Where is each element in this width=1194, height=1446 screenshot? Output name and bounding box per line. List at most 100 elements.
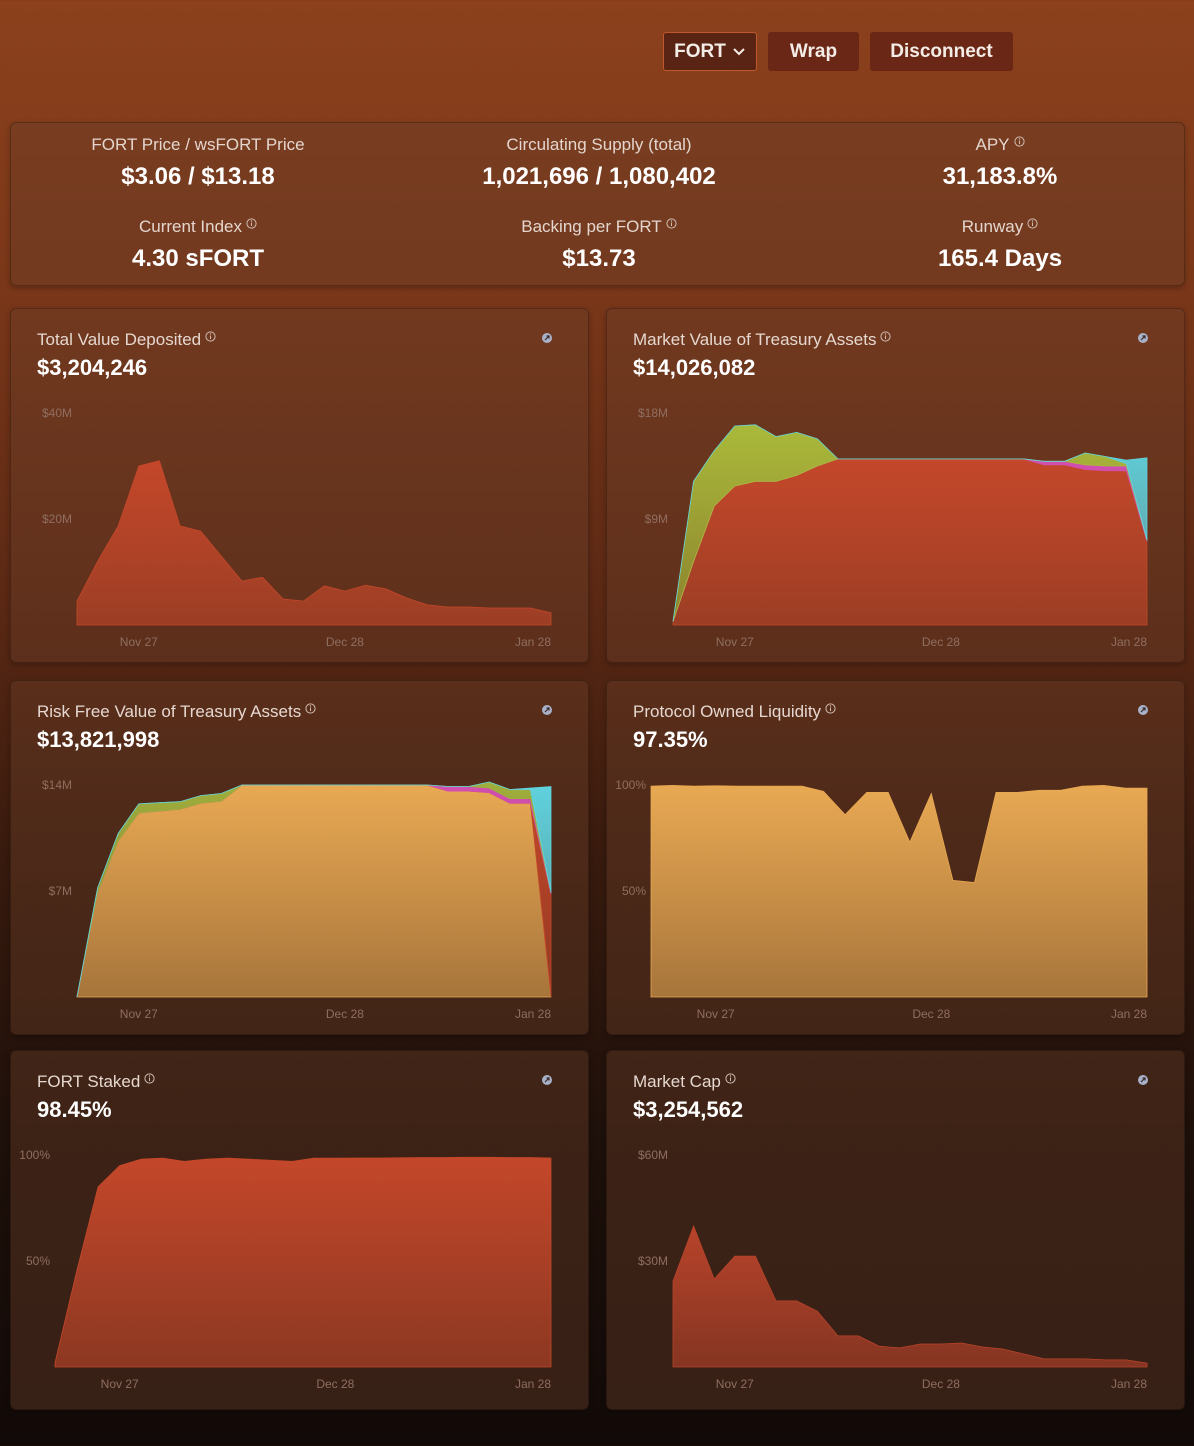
info-circle — [1027, 218, 1038, 229]
info-circle — [880, 331, 892, 342]
info-dot — [209, 333, 212, 335]
y-tick-label: $60M — [638, 1148, 668, 1162]
info-circle — [205, 331, 216, 342]
area — [650, 784, 1148, 998]
x-tick-label: Dec 28 — [326, 1007, 364, 1021]
chart-value: $3,204,246 — [37, 355, 148, 380]
stat-value: 31,183.8% — [942, 163, 1058, 190]
info-icon — [666, 218, 677, 229]
chart-card: $9M $18M Nov 27 Dec 28 Jan 28 Market Value of… — [606, 308, 1185, 663]
info-circle — [246, 218, 257, 229]
chart-plot: $7M $14M Nov 27 Dec 28 Jan 28 — [42, 778, 552, 1021]
info-circle — [305, 703, 316, 714]
chart-card: 50% 100% Nov 27 Dec 28 Jan 28 FORT Staked 98.4… — [10, 1050, 589, 1410]
expand-arrow — [544, 1077, 550, 1083]
token-label: FORT — [674, 40, 726, 62]
chart-value: $13,821,998 — [37, 727, 160, 752]
info-dot — [149, 1075, 151, 1077]
info-icon — [725, 1073, 736, 1084]
token-select[interactable]: FORT — [663, 32, 757, 71]
info-icon — [1013, 136, 1025, 147]
y-tick-label: $30M — [638, 1254, 668, 1268]
stat-value: 165.4 Days — [937, 245, 1063, 272]
y-tick-label: 100% — [19, 1148, 50, 1162]
stat: Current Index 4.30 sFORT — [0, 217, 398, 273]
info-dot — [310, 705, 312, 707]
area — [672, 424, 1148, 622]
chart-value: 98.45% — [37, 1097, 112, 1122]
stat: Runway 165.4 Days — [800, 217, 1194, 273]
stat-label: Runway — [961, 217, 1024, 236]
expand-arrow — [1140, 707, 1146, 713]
expand-arrow — [1140, 335, 1146, 341]
x-tick-label: Dec 28 — [922, 635, 960, 649]
info-circle — [1013, 136, 1025, 147]
info-icon — [205, 331, 216, 342]
x-tick-label: Jan 28 — [1111, 1377, 1147, 1391]
expand-icon — [542, 333, 552, 343]
x-tick-label: Jan 28 — [515, 635, 551, 649]
chart-value: $14,026,082 — [633, 355, 756, 380]
expand-arrow — [544, 707, 550, 713]
x-tick-label: Nov 27 — [716, 635, 754, 649]
y-tick-label: $40M — [42, 406, 72, 420]
x-tick-label: Dec 28 — [922, 1377, 960, 1391]
x-tick-label: Dec 28 — [316, 1377, 354, 1391]
x-tick-label: Nov 27 — [716, 1377, 754, 1391]
info-dot — [1032, 220, 1034, 222]
chart-plot: $30M $60M Nov 27 Dec 28 Jan 28 — [638, 1148, 1148, 1391]
info-circle — [825, 703, 836, 714]
stat-label-row: Circulating Supply (total) — [399, 135, 799, 157]
info-circle — [725, 1073, 736, 1084]
chart-title-row: Protocol Owned Liquidity — [633, 702, 836, 722]
chart-plot: 50% 100% Nov 27 Dec 28 Jan 28 — [615, 778, 1148, 1021]
x-tick-label: Nov 27 — [101, 1377, 139, 1391]
y-tick-label: $9M — [645, 512, 668, 526]
stats-panel: FORT Price / wsFORT Price $3.06 / $13.18 C… — [10, 122, 1185, 286]
chart-title: FORT Staked — [37, 1072, 141, 1091]
stat-label: FORT Price / wsFORT Price — [91, 135, 305, 154]
y-tick-label: $20M — [42, 512, 72, 526]
y-tick-label: 100% — [615, 778, 646, 792]
x-tick-label: Nov 27 — [120, 1007, 158, 1021]
x-tick-label: Jan 28 — [1111, 635, 1147, 649]
chart-value: $3,254,562 — [633, 1097, 744, 1122]
area — [76, 460, 552, 626]
stat-label: Current Index — [139, 217, 242, 236]
x-tick-label: Nov 27 — [697, 1007, 735, 1021]
y-tick-label: 50% — [26, 1254, 50, 1268]
chart-card: $7M $14M Nov 27 Dec 28 Jan 28 Risk Free Value… — [10, 680, 589, 1035]
disconnect-button[interactable]: Disconnect — [870, 32, 1013, 71]
info-dot — [829, 705, 832, 707]
chart-card: $30M $60M Nov 27 Dec 28 Jan 28 Market Cap $3,2… — [606, 1050, 1185, 1410]
stat-label: Backing per FORT — [521, 217, 662, 236]
stat-label: APY — [975, 135, 1010, 154]
stat-value: $13.73 — [562, 245, 636, 272]
stat: APY 31,183.8% — [800, 135, 1194, 191]
chart-title-row: FORT Staked — [37, 1072, 155, 1092]
area — [76, 784, 552, 998]
chart-title-row: Market Value of Treasury Assets — [633, 330, 892, 350]
y-tick-label: $14M — [42, 778, 72, 792]
info-dot — [670, 220, 672, 222]
expand-icon — [542, 705, 552, 715]
x-tick-label: Jan 28 — [515, 1007, 551, 1021]
stat: Circulating Supply (total) 1,021,696 / 1,… — [399, 135, 799, 191]
area — [672, 1224, 1148, 1368]
expand-icon — [1138, 1075, 1148, 1085]
expand-arrow — [544, 335, 550, 341]
chart-title-row: Total Value Deposited — [37, 330, 216, 350]
stat-label-row: Runway — [800, 217, 1194, 239]
stat-value: $3.06 / $13.18 — [121, 163, 275, 190]
stat-label-row: Backing per FORT — [399, 217, 799, 239]
info-icon — [305, 703, 316, 714]
info-icon — [144, 1073, 155, 1084]
wrap-button[interactable]: Wrap — [768, 32, 859, 71]
stat: FORT Price / wsFORT Price $3.06 / $13.18 — [0, 135, 398, 191]
chart-title: Market Cap — [633, 1072, 721, 1091]
chart-plot: $9M $18M Nov 27 Dec 28 Jan 28 — [638, 406, 1148, 649]
info-icon — [1027, 218, 1038, 229]
info-dot — [885, 333, 887, 335]
x-tick-label: Jan 28 — [1111, 1007, 1147, 1021]
